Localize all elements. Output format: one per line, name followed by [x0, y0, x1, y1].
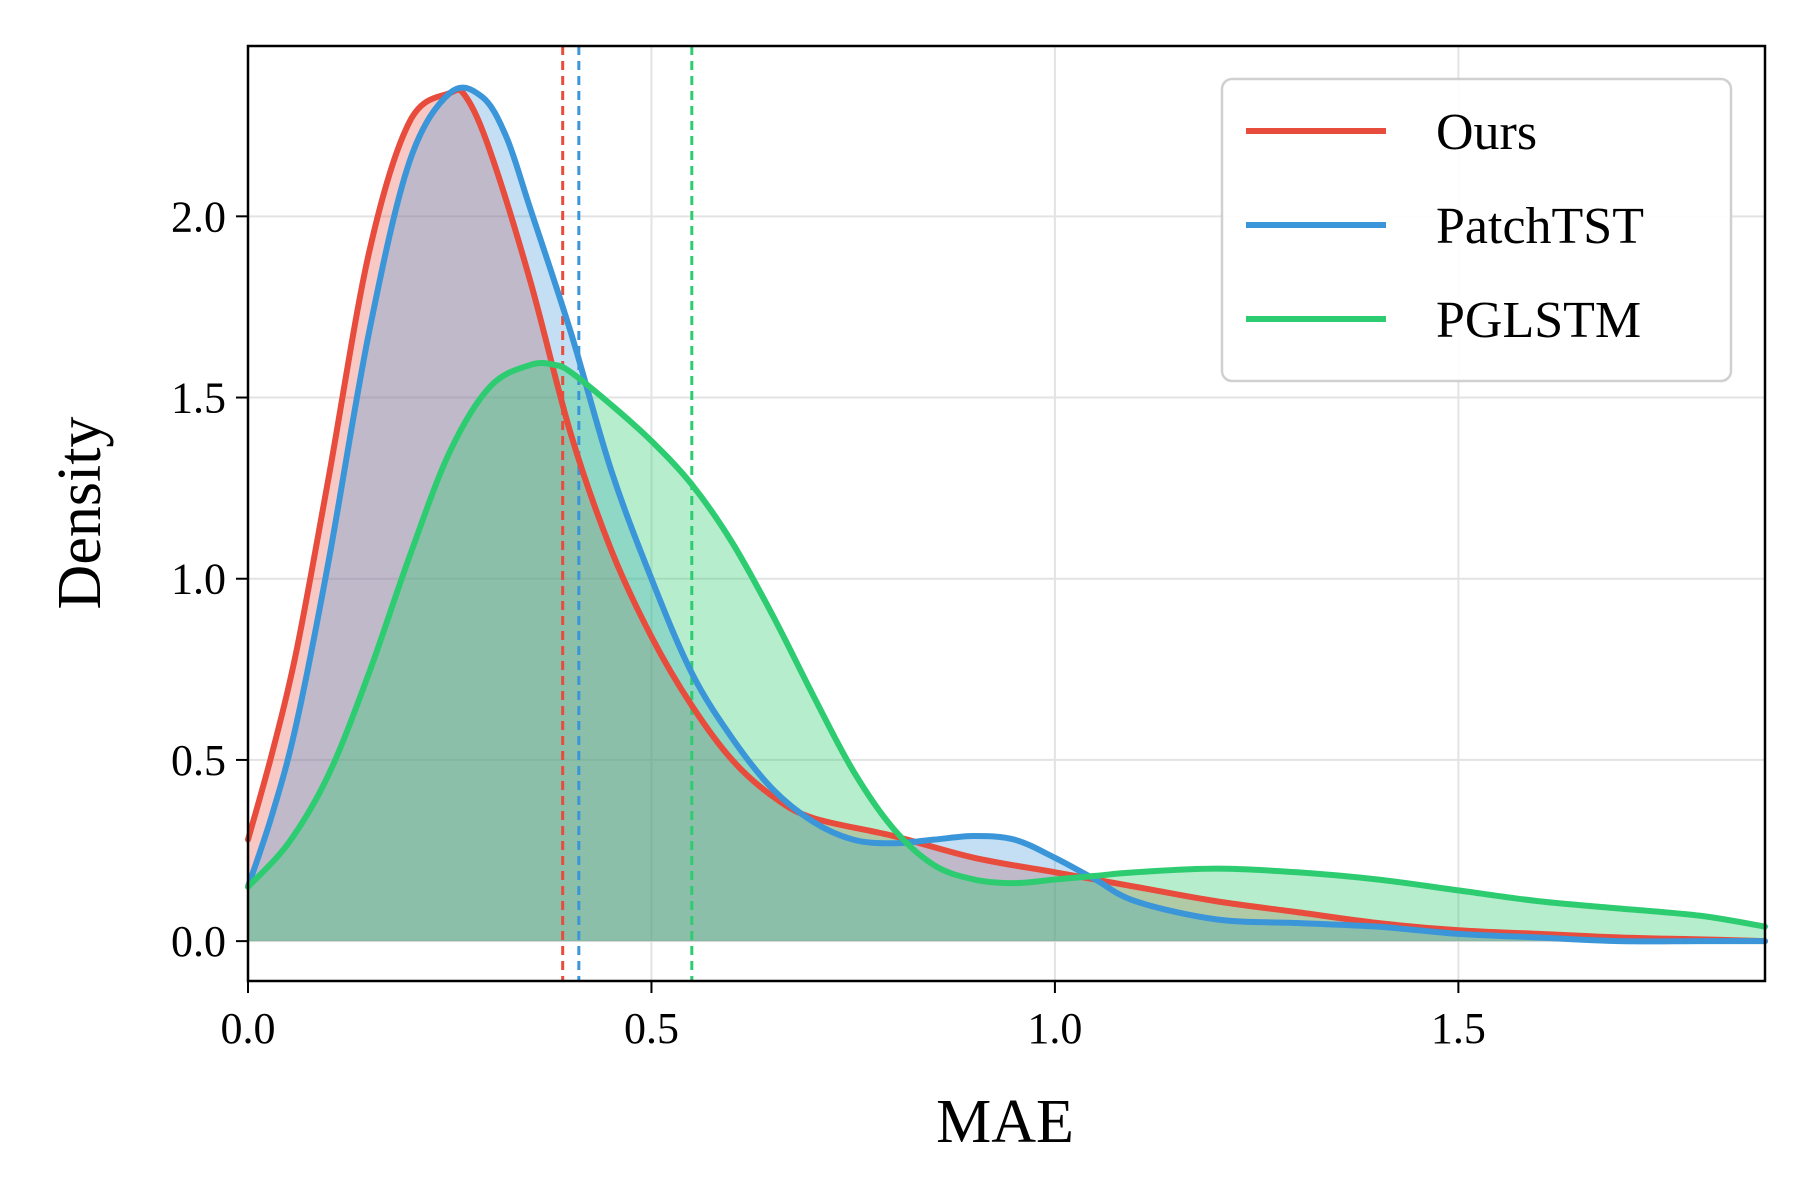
- density-line: [245, 84, 1768, 945]
- density-line: [245, 360, 1768, 930]
- y-axis-title: Density: [46, 417, 114, 610]
- x-tick-label: 1.0: [1027, 1004, 1082, 1053]
- axes-frame: [246, 44, 1767, 983]
- legend-box: [1220, 77, 1733, 383]
- legend-label: PatchTST: [1436, 198, 1644, 255]
- legend: Ours PatchTST PGLSTM: [1220, 77, 1733, 383]
- axis-ticks: 0.0 0.5 1.0 1.5 0.0 0.5 1.0 1.5 2.0: [171, 192, 1486, 1053]
- x-tick-label: 0.5: [624, 1004, 679, 1053]
- legend-label: Ours: [1436, 104, 1537, 161]
- y-tick-label: 2.0: [171, 192, 226, 241]
- density-fill: [248, 89, 1765, 942]
- legend-label: PGLSTM: [1436, 292, 1641, 349]
- x-tick-label: 1.5: [1431, 1004, 1486, 1053]
- y-tick-label: 0.5: [171, 736, 226, 785]
- y-tick-label: 0.0: [171, 917, 226, 966]
- density-line: [245, 86, 1768, 945]
- x-tick-label: 0.0: [221, 1004, 276, 1053]
- x-axis-title: MAE: [936, 1088, 1074, 1156]
- density-fill: [248, 87, 1765, 942]
- mean-lines: [561, 46, 694, 981]
- y-tick-label: 1.0: [171, 555, 226, 604]
- density-lines: [245, 84, 1768, 945]
- axes-border: [246, 44, 1767, 983]
- y-tick-label: 1.5: [171, 374, 226, 423]
